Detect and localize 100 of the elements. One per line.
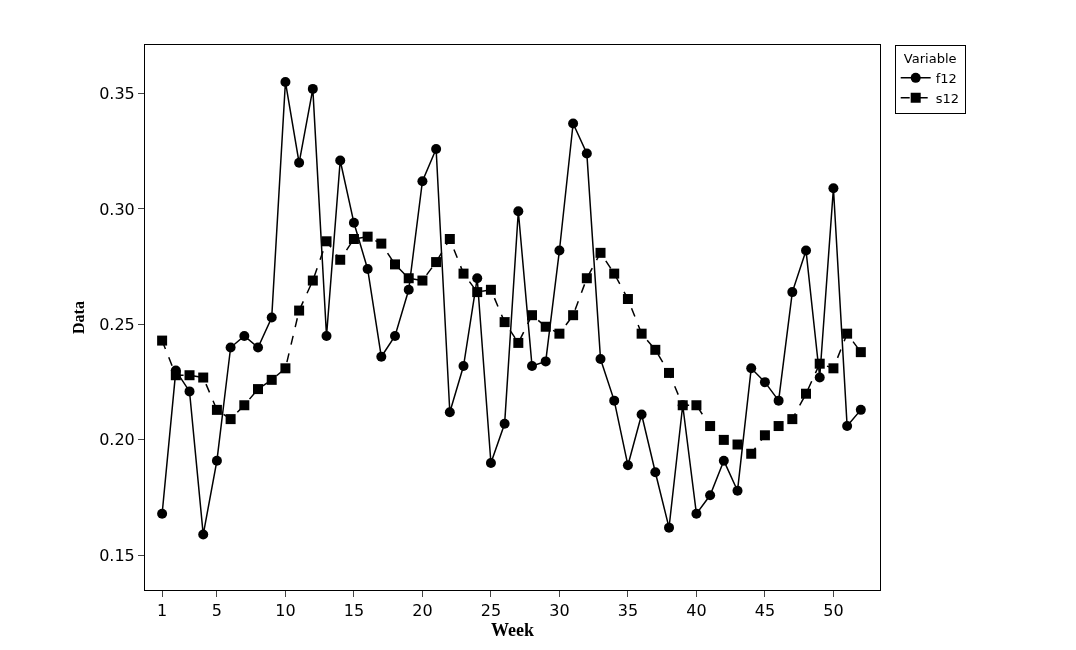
point xyxy=(348,233,359,244)
point xyxy=(499,418,510,429)
x-tick-label: 40 xyxy=(686,601,707,621)
point xyxy=(157,508,168,519)
point xyxy=(855,347,866,358)
point xyxy=(444,407,455,418)
point xyxy=(691,400,702,411)
point xyxy=(376,238,387,249)
point xyxy=(513,206,524,217)
point xyxy=(732,439,743,450)
point xyxy=(157,335,168,346)
point xyxy=(485,284,496,295)
y-axis-title: Data xyxy=(70,301,88,334)
point xyxy=(787,287,798,298)
point xyxy=(527,361,538,371)
x-tick-label: 15 xyxy=(343,601,365,621)
point xyxy=(253,384,264,395)
point xyxy=(855,404,866,415)
point xyxy=(335,155,346,166)
point xyxy=(458,361,469,371)
point xyxy=(554,245,565,256)
legend-label: f12 xyxy=(935,70,957,86)
point xyxy=(266,312,277,323)
point xyxy=(705,490,716,501)
point xyxy=(732,485,743,496)
x-tick-label: 45 xyxy=(754,601,776,621)
point xyxy=(307,275,318,286)
point xyxy=(814,358,825,369)
point xyxy=(444,233,455,244)
point xyxy=(472,287,483,298)
point xyxy=(801,245,812,256)
point xyxy=(362,264,373,274)
point xyxy=(705,421,716,432)
point xyxy=(759,430,770,441)
point xyxy=(718,434,729,445)
point xyxy=(431,257,442,268)
point xyxy=(787,414,798,425)
point xyxy=(664,367,675,378)
point xyxy=(211,455,222,466)
point xyxy=(581,273,592,284)
point xyxy=(636,328,647,339)
point xyxy=(198,372,209,383)
point xyxy=(280,363,291,374)
point xyxy=(266,374,277,385)
point xyxy=(801,388,812,399)
point xyxy=(403,273,414,284)
point xyxy=(759,377,770,388)
point xyxy=(417,275,428,286)
point xyxy=(636,409,647,420)
point xyxy=(307,83,318,94)
point xyxy=(568,118,579,129)
y-tick-label: 0.25 xyxy=(99,315,135,335)
point xyxy=(211,404,222,415)
point xyxy=(485,457,496,468)
y-tick-label: 0.15 xyxy=(99,545,135,565)
x-tick-label: 5 xyxy=(211,601,223,621)
x-tick-label: 35 xyxy=(617,601,639,621)
point xyxy=(842,421,853,432)
point xyxy=(540,356,551,367)
x-tick-label: 25 xyxy=(480,601,502,621)
point xyxy=(691,508,702,519)
point xyxy=(335,254,346,265)
point xyxy=(170,370,181,381)
point xyxy=(746,448,757,459)
point xyxy=(390,259,401,270)
x-axis-title: Week xyxy=(491,620,534,641)
point xyxy=(622,294,633,305)
point xyxy=(609,395,620,406)
point xyxy=(746,363,757,374)
point xyxy=(417,176,428,187)
point xyxy=(184,370,195,381)
point xyxy=(595,354,606,365)
x-tick-label: 1 xyxy=(157,601,168,621)
point xyxy=(527,310,538,321)
point xyxy=(348,217,359,228)
point xyxy=(376,351,387,362)
point xyxy=(431,143,442,154)
point xyxy=(321,236,332,247)
y-tick-label: 0.35 xyxy=(99,84,135,104)
point xyxy=(253,342,264,353)
y-tick-label: 0.20 xyxy=(99,430,135,450)
point xyxy=(458,268,469,279)
point xyxy=(225,342,236,353)
point xyxy=(403,284,414,295)
point xyxy=(184,386,195,397)
point xyxy=(650,467,661,478)
point xyxy=(773,395,784,406)
point xyxy=(321,330,332,341)
point xyxy=(239,330,250,341)
point xyxy=(595,247,606,258)
point xyxy=(828,363,839,374)
point xyxy=(540,321,551,332)
point xyxy=(280,76,291,87)
x-tick-label: 10 xyxy=(275,601,296,621)
point xyxy=(198,529,209,540)
point xyxy=(814,372,825,383)
x-tick-label: 50 xyxy=(823,601,844,621)
point xyxy=(773,421,784,432)
point xyxy=(513,337,524,348)
point xyxy=(718,455,729,466)
